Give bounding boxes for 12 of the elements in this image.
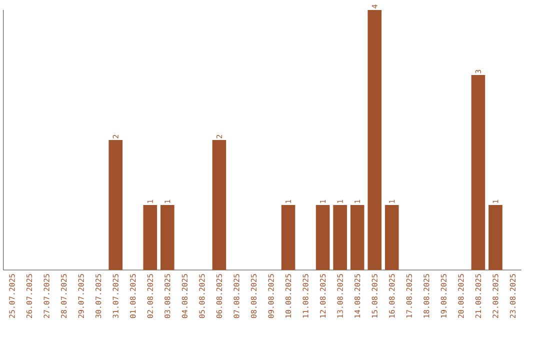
bar bbox=[143, 205, 158, 270]
bar bbox=[384, 205, 399, 270]
bar bbox=[160, 205, 174, 270]
bar bbox=[368, 10, 382, 270]
bar bbox=[212, 140, 226, 270]
bar bbox=[333, 205, 347, 270]
bar bbox=[471, 75, 486, 270]
bar bbox=[316, 205, 330, 270]
bar bbox=[350, 205, 364, 270]
bar bbox=[488, 205, 502, 270]
bar bbox=[108, 140, 123, 270]
bar bbox=[281, 205, 296, 270]
